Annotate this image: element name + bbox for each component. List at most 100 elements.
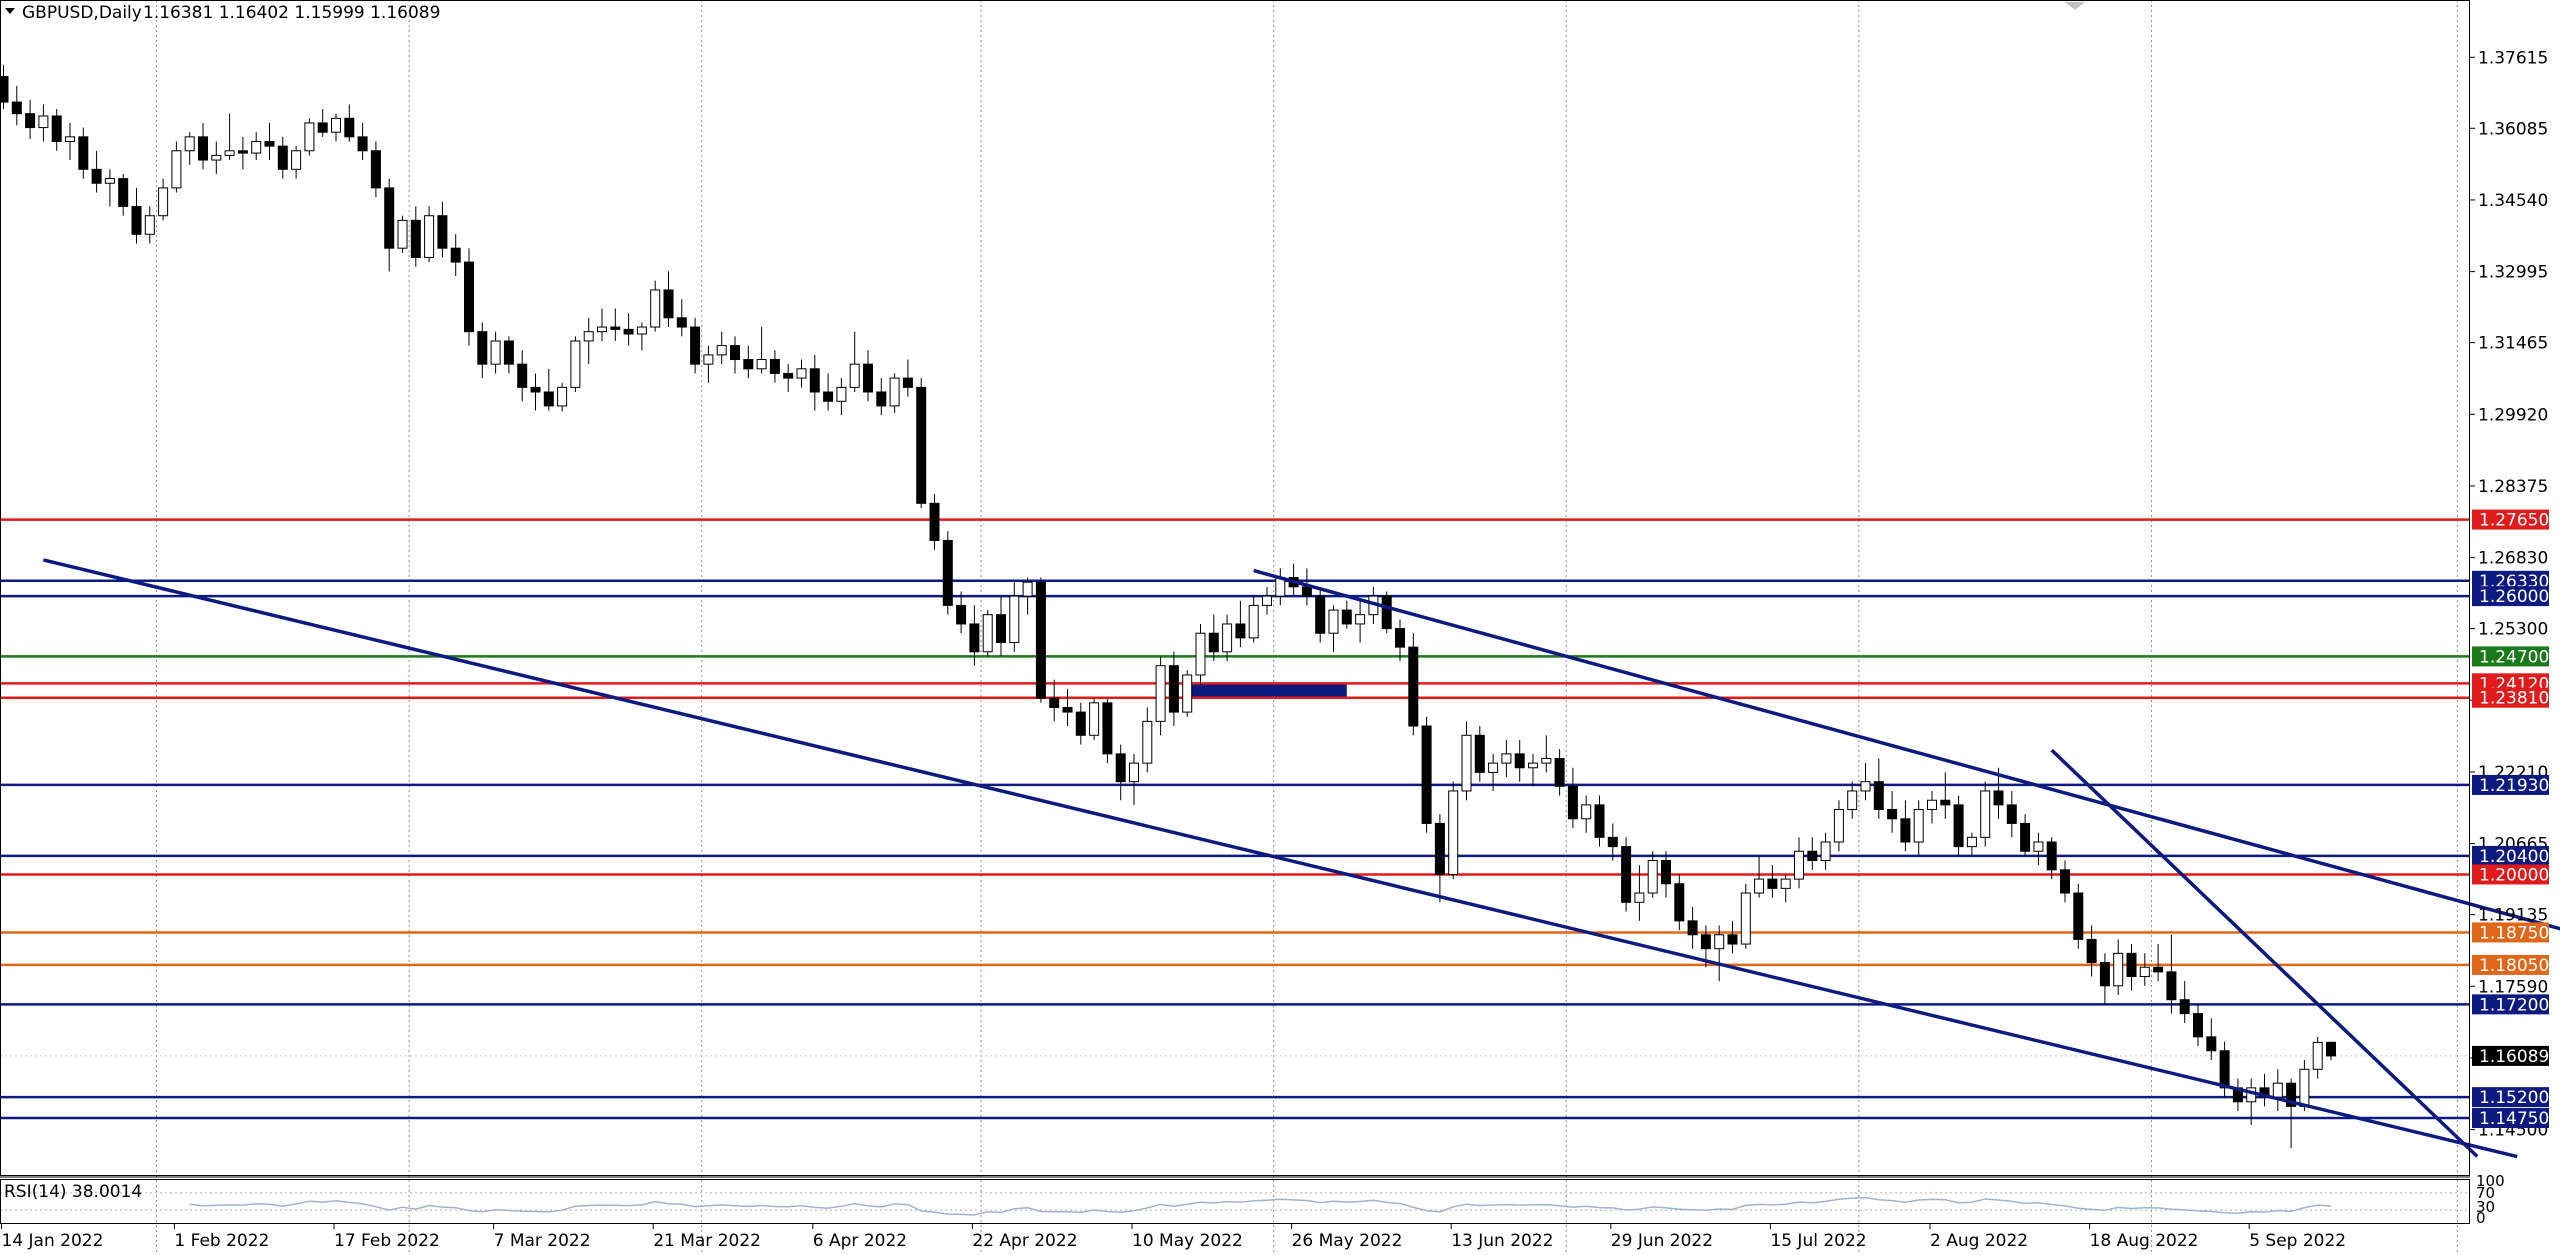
candle-93 (1235, 600, 1246, 648)
candle-body-bear (2060, 869, 2070, 894)
candle-body-bear (2206, 1036, 2217, 1052)
candle-body-bull (2113, 952, 2124, 987)
candle-107 (1421, 716, 1432, 833)
candle-body-bear (1621, 846, 1632, 903)
candle-body-bear (277, 145, 288, 170)
date-tick-label: 1 Feb 2022 (174, 1231, 269, 1251)
candle-108 (1434, 814, 1445, 903)
level-tag-1.14750: 1.14750 (2472, 1108, 2549, 1129)
candle-body-bull (1009, 595, 1020, 644)
candle-133 (1767, 865, 1778, 898)
candle-27 (357, 122, 368, 161)
candle-66 (876, 378, 887, 416)
candle-19 (251, 132, 262, 161)
candle-body-bear (1235, 623, 1246, 639)
level-tag-1.17200: 1.17200 (2472, 994, 2549, 1015)
candle-114 (1514, 739, 1525, 782)
candle-body-bear (1062, 706, 1073, 713)
candle-148 (1966, 832, 1977, 856)
candle-body-bear (78, 136, 89, 170)
candle-body-bull (171, 150, 182, 189)
candle-body-bull (184, 136, 195, 152)
rsi-scale-label: 30 (2476, 1198, 2495, 1216)
candle-106 (1408, 633, 1419, 736)
candle-body-bear (1315, 595, 1326, 634)
candle-body-bull (1248, 604, 1259, 639)
candle-body-bull (1780, 878, 1791, 889)
candle-9 (118, 173, 129, 216)
price-tick-label: 1.31465 (2478, 334, 2548, 354)
candle-11 (144, 206, 155, 244)
rsi-scale-label: 70 (2476, 1184, 2495, 1202)
candle-body-bear (1474, 734, 1485, 773)
candle-body-bear (690, 326, 701, 365)
price-tag-box (2472, 509, 2549, 530)
candle-20 (264, 122, 275, 161)
candle-body-bull (1794, 850, 1804, 880)
candle-31 (410, 206, 421, 267)
candle-1 (11, 85, 22, 126)
candle-body-bull (1155, 665, 1166, 722)
level-tag-1.20400: 1.20400 (2472, 845, 2549, 867)
candle-139 (1847, 781, 1858, 819)
price-tag-box (2472, 994, 2549, 1015)
candle-113 (1501, 739, 1512, 778)
candle-24 (317, 109, 328, 137)
candle-55 (730, 336, 740, 374)
price-tag-text: 1.16089 (2479, 1047, 2549, 1067)
candle-body-bear (437, 215, 448, 249)
candle-body-bull (424, 215, 435, 258)
candle-body-bear (543, 391, 554, 407)
chart-frame (0, 0, 2470, 1224)
candle-body-bull (2299, 1068, 2310, 1107)
candle-88 (1168, 651, 1179, 727)
candle-3 (38, 104, 49, 142)
candle-71 (942, 531, 953, 615)
candle-body-bear (503, 340, 514, 365)
symbol-label[interactable]: GBPUSD,Daily (22, 3, 142, 23)
candle-52 (690, 317, 701, 374)
candle-79 (1049, 679, 1060, 722)
candle-72 (956, 591, 967, 634)
candle-44 (583, 317, 594, 365)
candle-body-bear (344, 117, 355, 138)
candle-body-bull (251, 140, 262, 154)
candle-body-bull (224, 150, 235, 156)
candle-body-bull (836, 386, 847, 402)
candle-body-bull (1195, 632, 1206, 676)
price-tag-box (2472, 774, 2549, 795)
candle-68 (902, 359, 913, 397)
candle-45 (597, 308, 607, 341)
scroll-marker-icon[interactable] (2065, 2, 2085, 10)
candle-118 (1567, 767, 1578, 829)
candle-body-bear (1594, 804, 1605, 838)
candle-130 (1727, 920, 1738, 954)
candle-body-bull (796, 368, 807, 379)
symbol-menu-icon[interactable] (5, 8, 15, 14)
candle-body-bear (743, 359, 754, 370)
candle-body-bear (783, 372, 794, 379)
candle-89 (1182, 670, 1193, 717)
candle-59 (783, 364, 794, 392)
candle-122 (1621, 837, 1632, 912)
candle-body-bull (211, 154, 222, 161)
candle-body-bear (317, 122, 328, 133)
candle-21 (277, 136, 288, 179)
candle-136 (1807, 837, 1818, 870)
candle-body-bull (982, 614, 993, 653)
candle-109 (1448, 781, 1459, 880)
candle-body-bull (716, 345, 727, 356)
price-tag-box (2472, 1108, 2549, 1129)
candle-body-bear (11, 101, 22, 115)
candle-body-bull (1927, 799, 1937, 811)
candle-body-bear (863, 363, 873, 393)
candle-160 (2126, 944, 2137, 991)
candle-86 (1142, 707, 1153, 773)
candle-156 (2073, 883, 2084, 949)
candle-body-bull (597, 326, 607, 333)
candle-body-bear (1421, 725, 1432, 824)
candle-157 (2086, 925, 2097, 977)
rsi-label: RSI(14) 38.0014 (4, 1182, 142, 1202)
